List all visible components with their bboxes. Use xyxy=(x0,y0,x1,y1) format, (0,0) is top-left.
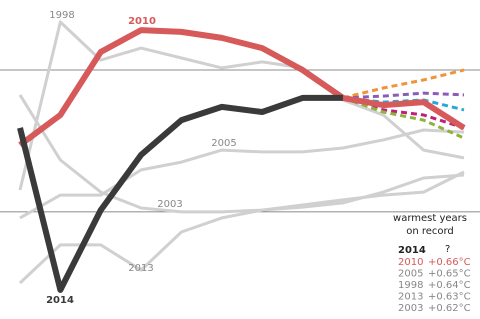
series-line xyxy=(18,20,465,191)
table-title: on record xyxy=(406,226,454,237)
series-line xyxy=(17,94,343,293)
series-label: 2003 xyxy=(157,199,182,210)
table-year: 2005 xyxy=(398,269,423,280)
series-label: 2013 xyxy=(128,263,153,274)
table-anomaly: +0.66°C xyxy=(428,257,471,268)
series-label: 2005 xyxy=(211,138,236,149)
table-title: warmest years xyxy=(393,213,467,224)
table-header: ? xyxy=(445,244,450,255)
series-label: 2014 xyxy=(46,295,74,306)
table-anomaly: +0.62°C xyxy=(428,303,471,314)
series-line xyxy=(18,94,465,214)
table-year: 2013 xyxy=(398,292,423,303)
projection-line xyxy=(342,91,465,100)
series-line xyxy=(18,170,465,285)
table-header: 2014 xyxy=(398,245,426,256)
series-label: 2010 xyxy=(128,16,156,27)
series-line xyxy=(19,128,465,220)
table-anomaly: +0.65°C xyxy=(428,269,471,280)
table-anomaly: +0.64°C xyxy=(428,280,471,291)
table-anomaly: +0.63°C xyxy=(428,292,471,303)
series-label: 1998 xyxy=(49,10,74,21)
table-year: 2003 xyxy=(398,303,423,314)
series-line xyxy=(18,27,466,148)
table-year: 1998 xyxy=(398,280,423,291)
projection-line xyxy=(342,96,465,140)
table-year: 2010 xyxy=(398,257,423,268)
projection-line xyxy=(342,68,465,100)
